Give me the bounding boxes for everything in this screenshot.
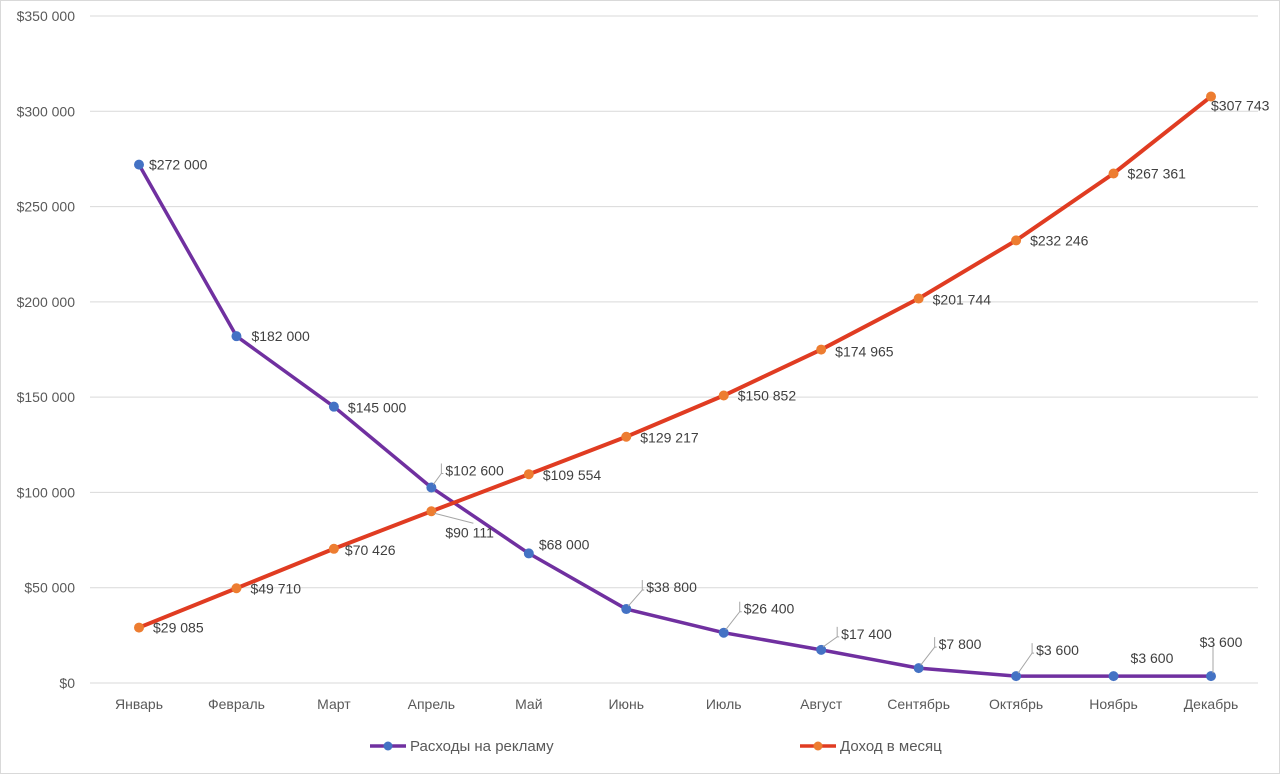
series (134, 91, 1216, 682)
legend-marker-2 (813, 741, 823, 751)
label-leader (920, 646, 937, 666)
legend: Расходы на рекламу Доход в месяц (370, 738, 942, 755)
data-point-1 (1206, 671, 1216, 682)
data-label-2: $129 217 (640, 430, 699, 446)
series-line-1 (137, 162, 1213, 678)
data-point-2 (1108, 168, 1119, 179)
x-tick-label: Февраль (208, 696, 265, 712)
data-label-1: $38 800 (646, 579, 697, 595)
data-label-1: $145 000 (348, 400, 407, 416)
data-label-2: $90 111 (445, 524, 494, 540)
data-label-2: $267 361 (1128, 165, 1187, 181)
data-point-1 (426, 482, 437, 493)
data-label-1: $17 400 (841, 626, 892, 642)
label-leader (627, 589, 645, 607)
data-point-1 (523, 548, 534, 559)
series-line-2 (137, 94, 1213, 630)
y-tick-label: $0 (59, 675, 75, 691)
data-label-1: $3 600 (1131, 650, 1174, 666)
legend-label-1: Расходы на рекламу (410, 738, 554, 755)
x-tick-label: Март (317, 696, 351, 712)
data-label-2: $70 426 (345, 542, 396, 558)
label-leader (1212, 644, 1215, 674)
data-point-1 (134, 159, 144, 170)
x-tick-label: Май (515, 696, 542, 712)
x-tick-label: Август (800, 696, 843, 712)
data-point-2 (328, 543, 339, 554)
y-tick-label: $150 000 (17, 389, 76, 405)
x-tick-label: Сентябрь (887, 696, 950, 712)
data-point-2 (231, 583, 242, 594)
x-axis: Январь Февраль Март Апрель Май Июнь Июль Август… (115, 696, 1238, 712)
data-point-2 (1206, 91, 1216, 102)
data-point-2 (523, 469, 534, 480)
data-label-2: $49 710 (250, 580, 301, 596)
label-leader (434, 512, 474, 524)
data-point-1 (913, 663, 924, 674)
label-leader (725, 611, 742, 630)
data-label-1: $102 600 (445, 462, 504, 478)
data-label-1: $7 800 (939, 636, 982, 652)
data-label-1: $68 000 (539, 536, 590, 552)
legend-marker-1 (383, 741, 393, 751)
x-tick-label: Январь (115, 696, 163, 712)
data-point-1 (1011, 671, 1022, 682)
x-tick-label: Июнь (608, 696, 644, 712)
x-tick-label: Июль (706, 696, 742, 712)
data-label-1: $3 600 (1036, 642, 1079, 658)
legend-label-2: Доход в месяц (840, 738, 942, 755)
y-axis: $0 $50 000 $100 000 $150 000 $200 000 $250 00… (17, 8, 76, 691)
data-point-2 (816, 344, 827, 355)
y-tick-label: $200 000 (17, 294, 76, 310)
data-label-1: $272 000 (149, 157, 208, 173)
data-point-2 (134, 622, 144, 633)
x-tick-label: Ноябрь (1089, 696, 1138, 712)
x-tick-label: Декабрь (1184, 696, 1239, 712)
y-tick-label: $50 000 (24, 580, 75, 596)
label-leader (1017, 652, 1035, 674)
data-point-1 (816, 644, 827, 655)
data-point-2 (718, 390, 729, 401)
data-label-2: $29 085 (153, 620, 204, 636)
y-tick-label: $350 000 (17, 8, 76, 24)
data-point-1 (621, 604, 632, 615)
data-point-1 (1108, 671, 1119, 682)
data-point-1 (231, 331, 242, 342)
data-point-1 (328, 401, 339, 412)
label-leader (822, 636, 840, 648)
data-label-2: $174 965 (835, 344, 894, 360)
data-labels: $272 000 $182 000 $145 000 $102 600 $68 000 $… (149, 98, 1270, 674)
data-label-1: $3 600 (1200, 634, 1243, 650)
data-label-2: $150 852 (738, 388, 797, 404)
x-tick-label: Октябрь (989, 696, 1043, 712)
data-point-2 (621, 431, 632, 442)
y-tick-label: $300 000 (17, 103, 76, 119)
x-tick-label: Апрель (408, 696, 456, 712)
y-tick-label: $100 000 (17, 484, 76, 500)
label-leader (432, 472, 444, 485)
data-point-2 (913, 293, 924, 304)
data-label-2: $109 554 (543, 467, 602, 483)
data-label-1: $26 400 (744, 601, 795, 617)
data-point-2 (426, 506, 437, 517)
data-label-2: $201 744 (933, 292, 992, 308)
data-point-2 (1011, 235, 1022, 246)
data-label-2: $307 743 (1211, 98, 1270, 114)
data-label-2: $232 246 (1030, 232, 1089, 248)
y-tick-label: $250 000 (17, 199, 76, 215)
data-point-1 (718, 627, 729, 638)
data-label-1: $182 000 (251, 328, 310, 344)
